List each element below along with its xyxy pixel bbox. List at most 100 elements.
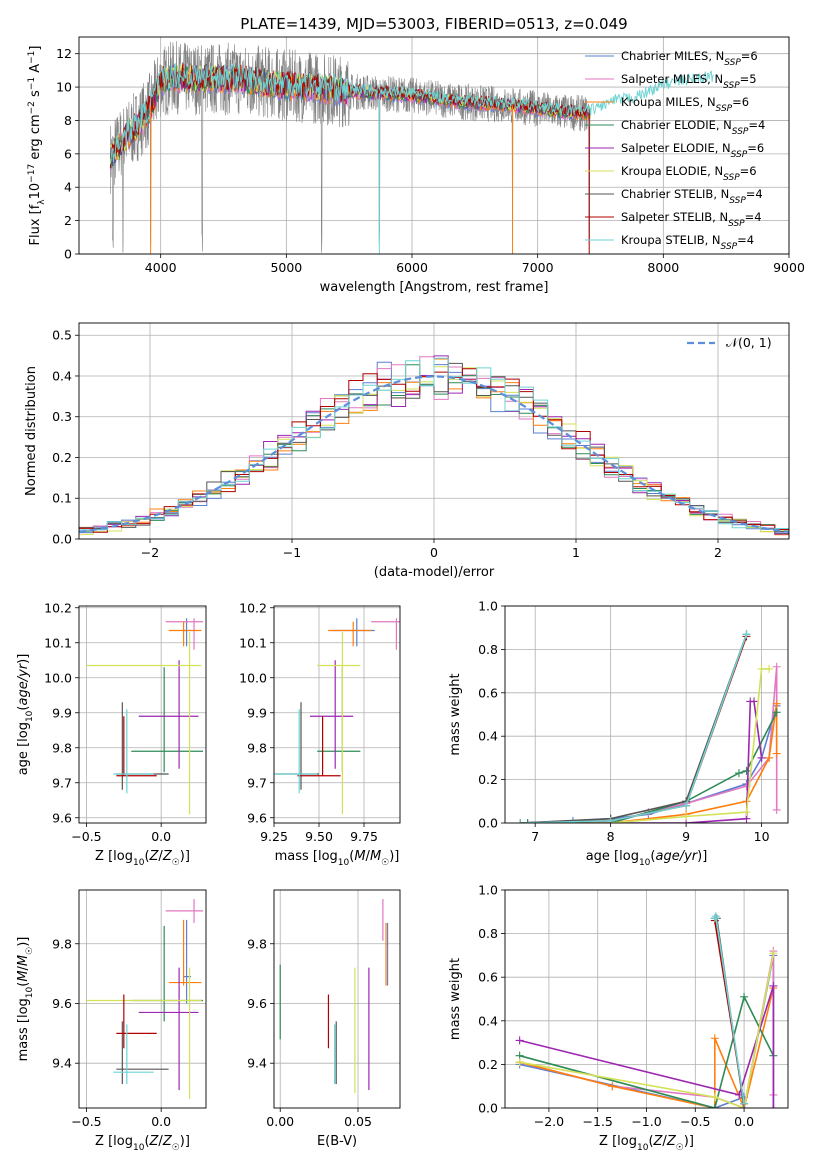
weight-marker-kroupa_elodie [765,664,774,673]
x-axis-label: E(B-V) [317,1134,357,1149]
y-tick-label: 1.0 [478,599,498,614]
legend-label: Chabrier ELODIE, NSSP=4 [621,118,765,137]
y-tick-label: 0.0 [478,816,498,831]
y-tick-label: 0.4 [52,368,72,383]
weight-marker-chabrier_elodie [710,1104,719,1108]
y-tick-label: 0 [64,247,72,262]
residual-histogram-kroupa_stelib [79,357,789,531]
age-weight-plot: 7 8 9 10 0.0 0.2 0.4 0.6 0.8 1.0 age [log10(age/yr… [448,599,789,868]
y-tick-label: 10.0 [44,670,72,685]
weight-marker-kroupa_stelib [606,816,615,823]
age_weight-plot-area [516,630,781,823]
weight-marker-salpeter_miles [772,805,781,814]
z_mass-plot-area [86,898,204,1100]
x-axis-label: Z [log10(Z/Z☉)] [599,1134,694,1153]
x-tick-label: 10 [754,829,770,844]
normal-distribution-curve [79,375,789,533]
y-tick-label: 0.8 [478,926,498,941]
x-tick-label: 5000 [270,260,302,275]
legend-label: Salpeter STELIB, NSSP=4 [621,210,762,229]
weight-marker-kroupa_elodie [710,1093,719,1102]
weight-marker-kroupa_elodie [682,812,691,821]
x-tick-label: 7 [531,829,539,844]
y-tick-label: 10.0 [239,670,267,685]
weight-marker-kroupa_stelib [742,630,751,639]
y-tick-label: 9.9 [247,705,267,720]
weight-marker-chabrier_elodie [772,708,781,717]
y-tick-label: 1.0 [478,883,498,898]
axes-frame [504,605,789,824]
z_age-plot-area [86,618,204,815]
x-tick-label: 1 [572,545,580,560]
x-tick-label: 0.0 [151,829,171,844]
x-tick-label: −0.5 [71,829,101,844]
weight-marker-kroupa_miles [765,753,774,762]
x-tick-label: −1 [283,545,301,560]
axes-frame [78,322,790,540]
weight-line-kroupa_elodie [519,953,775,1108]
weight-marker-kroupa_elodie [769,949,778,958]
y-tick-label: 9.8 [247,936,267,951]
weight-marker-kroupa_miles [710,1034,719,1043]
weight-marker-salpeter_elodie [769,981,778,990]
y-axis-label: mass weight [448,673,463,755]
y-axis-label: Normed distribution [24,366,39,496]
weight-marker-chabrier_elodie [523,819,532,823]
spectrum-plot-area [109,41,714,254]
weight-line-kroupa_miles [519,987,775,1108]
y-tick-label: 9.7 [247,775,267,790]
metallicity-weight-plot: −2.0 −1.5 −1.0 −0.5 0.0 0.0 0.2 0.4 0.6 0.8 1.0 Z [… [448,883,789,1153]
x-tick-label: −0.5 [71,1114,101,1129]
y-tick-label: 10.1 [239,635,267,650]
y-tick-label: 9.6 [52,996,72,1011]
axes-frame [273,605,401,824]
y-tick-label: 9.6 [247,810,267,825]
legend-label: Kroupa STELIB, NSSP=4 [621,233,754,252]
model-spectrum-kroupa_stelib [109,63,714,164]
y-tick-label: 0.0 [52,532,72,547]
weight-marker-kroupa_stelib [516,819,525,823]
weight-marker-kroupa_miles [772,699,781,708]
y-axis-label: mass weight [448,958,463,1040]
spectrum-plot: 4000 5000 6000 7000 8000 9000 0 2 4 6 8 10 12 Chabrie… [27,36,805,295]
legend-label: Chabrier MILES, NSSP=6 [621,49,758,68]
weight-line-chabrier_elodie [519,994,775,1108]
y-tick-label: 9.7 [52,775,72,790]
x-axis-label: age [log10(age/yr)] [586,849,708,868]
z_mass-grid [79,890,206,1108]
y-tick-label: 10.1 [44,635,72,650]
weight-marker-chabrier_elodie [734,769,743,778]
weight-marker-salpeter_elodie [757,753,766,762]
weight-line-chabrier_miles [520,705,778,823]
weight-marker-salpeter_elodie [515,1036,524,1045]
x-tick-label: 9.75 [350,829,378,844]
weight-line-chabrier_elodie [527,711,778,823]
y-tick-label: 9.6 [52,810,72,825]
y-tick-label: 0.4 [478,1013,498,1028]
x-axis-label: wavelength [Angstrom, rest frame] [320,280,549,295]
x-tick-label: 0.0 [151,1114,171,1129]
x-tick-label: −1.5 [583,1114,613,1129]
x-axis-label: (data-model)/error [374,565,495,580]
x-tick-label: 9.25 [260,829,288,844]
y-tick-label: 0.6 [478,970,498,985]
y-tick-label: 10.2 [44,600,72,615]
y-axis-label: Flux [fλ10−17 erg cm−2 s−1 A−1] [27,46,47,246]
x-tick-label: 0 [430,545,438,560]
x-axis-label: Z [log10(Z/Z☉)] [95,849,190,868]
legend-label: 𝒩(0, 1) [726,335,772,350]
weight-marker-chabrier_elodie [740,992,749,1001]
x-tick-label: 0.00 [266,1114,294,1129]
y-tick-label: 2 [64,213,72,228]
weight-line-kroupa_elodie [520,668,770,823]
metallicity-mass-plot: −0.5 0.0 9.4 9.6 9.8 Z [log10(Z/Z☉)] mass [log… [16,889,207,1153]
y-tick-label: 0.3 [52,409,72,424]
weight-marker-kroupa_miles [608,1082,617,1091]
ebv_mass-grid [274,890,400,1108]
z_age-grid [79,606,206,823]
x-tick-label: −0.5 [680,1114,710,1129]
figure-title: PLATE=1439, MJD=53003, FIBERID=0513, z=0… [240,15,627,33]
y-tick-label: 0.6 [478,685,498,700]
weight-marker-salpeter_miles [772,662,781,671]
